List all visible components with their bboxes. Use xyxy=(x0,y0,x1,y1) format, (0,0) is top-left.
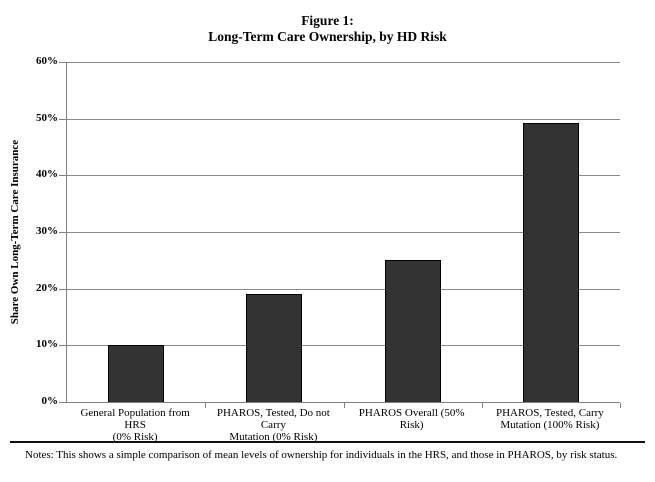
x-category-label-line: PHAROS Overall (50% Risk) xyxy=(358,407,465,431)
plot-area xyxy=(59,62,621,408)
x-category-label-line: General Population from HRS xyxy=(80,407,190,431)
gridline-40 xyxy=(67,175,620,177)
x-category-label-line: (0% Risk) xyxy=(112,431,158,443)
notes-divider xyxy=(10,441,645,443)
gridline-10 xyxy=(67,345,620,347)
x-category-label-line: PHAROS, Tested, Carry xyxy=(495,407,604,419)
x-category-label-4: PHAROS, Tested, Carry Mutation (100% Risk… xyxy=(481,407,619,443)
gridline-20 xyxy=(67,288,620,290)
x-tick-3 xyxy=(481,403,483,408)
y-tick-20 xyxy=(59,288,67,290)
x-category-label-1: General Population from HRS (0% Risk) xyxy=(66,407,204,443)
y-tick-label-0: 0% xyxy=(41,395,59,407)
y-tick-0 xyxy=(59,402,67,403)
y-tick-label-40: 40% xyxy=(36,168,58,181)
notes-text: Notes: This shows a simple comparison of… xyxy=(25,449,618,461)
y-tick-label-20: 20% xyxy=(36,281,58,294)
figure-title-line2: Long-Term Care Ownership, by HD Risk xyxy=(208,29,447,44)
x-category-label-2: PHAROS, Tested, Do not Carry Mutation (0%… xyxy=(204,407,342,443)
x-tick-4 xyxy=(620,403,621,408)
y-tick-30 xyxy=(59,232,67,233)
x-tick-1 xyxy=(205,403,207,408)
figure-title: Figure 1: Long-Term Care Ownership, by H… xyxy=(0,13,655,45)
y-tick-10 xyxy=(59,345,67,347)
y-tick-label-30: 30% xyxy=(36,225,58,237)
bar-4 xyxy=(522,122,579,402)
x-category-label-line: Mutation (0% Risk) xyxy=(229,431,318,443)
gridline-50 xyxy=(67,118,620,120)
x-category-label-line: PHAROS, Tested, Do not Carry xyxy=(216,407,330,431)
y-tick-label-10: 10% xyxy=(36,338,58,351)
x-category-label-3: PHAROS Overall (50% Risk) xyxy=(343,407,481,443)
y-tick-50 xyxy=(59,118,67,120)
gridline-30 xyxy=(67,232,620,233)
y-tick-60 xyxy=(59,62,67,63)
bar-3 xyxy=(384,260,441,402)
x-category-label-line: Mutation (100% Risk) xyxy=(500,419,600,431)
y-tick-label-50: 50% xyxy=(36,111,58,124)
y-tick-label-60: 60% xyxy=(36,55,58,67)
figure-title-line1: Figure 1: xyxy=(301,13,354,28)
x-axis-labels: General Population from HRS (0% Risk) PHAR… xyxy=(66,407,619,443)
bar-2 xyxy=(246,294,303,402)
bar-1 xyxy=(108,345,165,402)
y-tick-40 xyxy=(59,175,67,177)
x-tick-2 xyxy=(343,403,345,408)
gridline-60 xyxy=(67,62,620,63)
